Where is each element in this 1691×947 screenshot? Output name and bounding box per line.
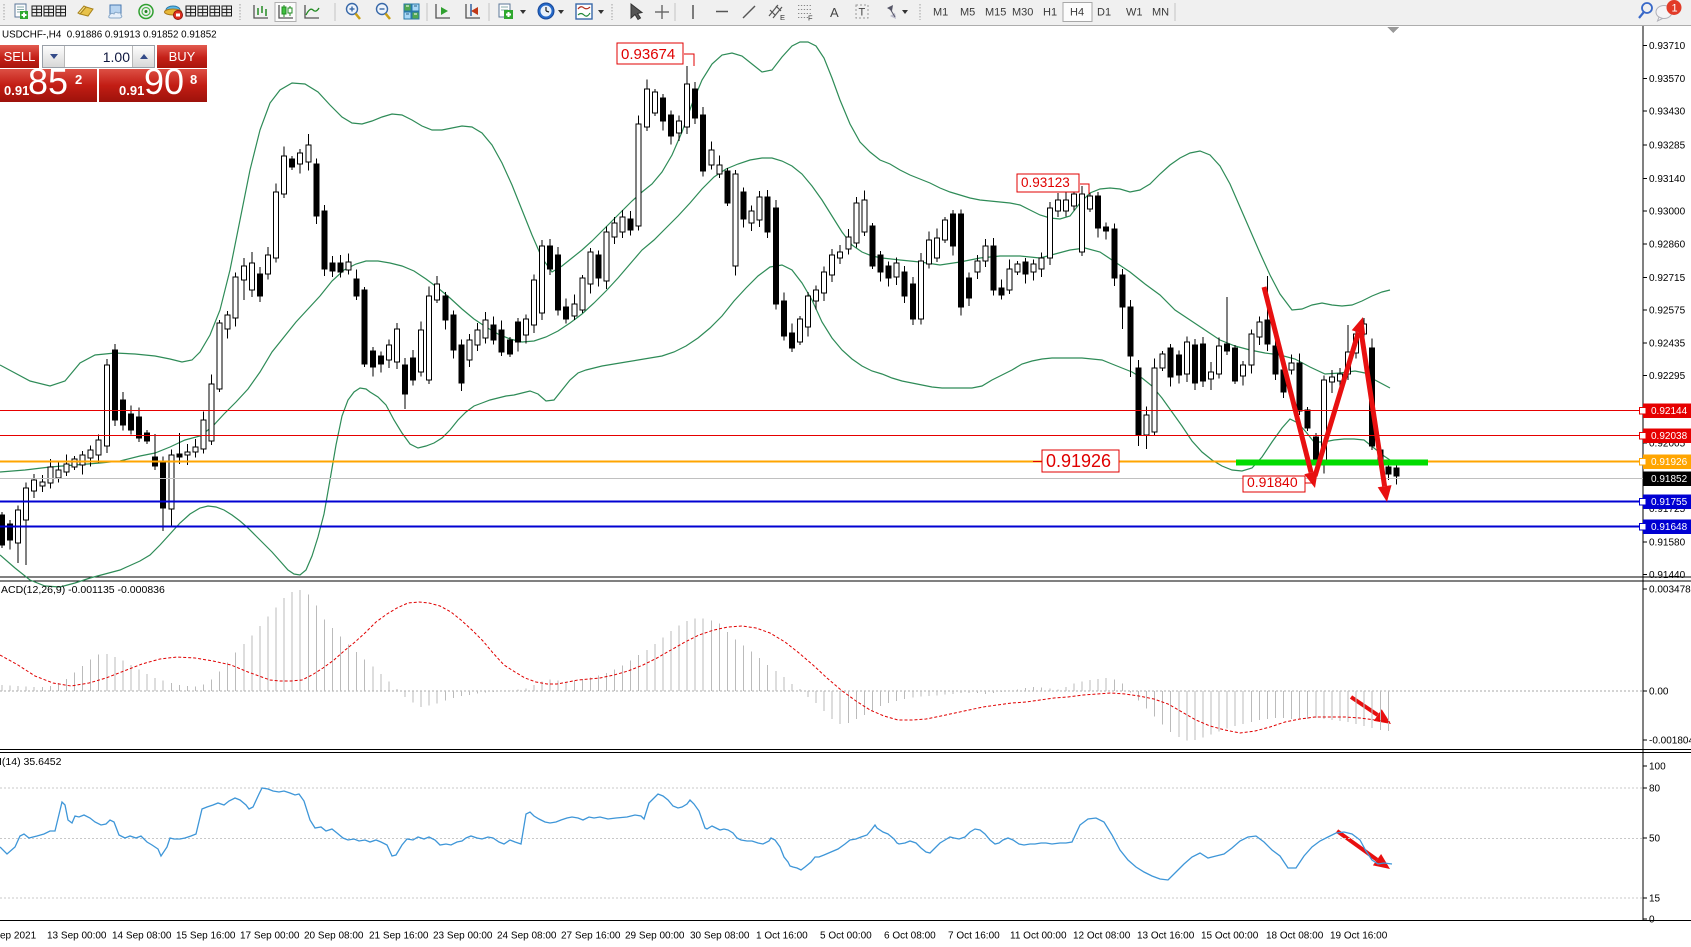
svg-text:0.91926: 0.91926 (1651, 457, 1688, 468)
svg-text:E: E (780, 13, 785, 22)
svg-text:17 Sep 00:00: 17 Sep 00:00 (240, 931, 300, 942)
svg-text:20 Sep 08:00: 20 Sep 08:00 (304, 931, 364, 942)
svg-text:M30: M30 (1012, 7, 1033, 19)
svg-text:ep 2021: ep 2021 (0, 931, 37, 942)
svg-text:13 Oct 16:00: 13 Oct 16:00 (1137, 931, 1195, 942)
svg-text:18 Oct 08:00: 18 Oct 08:00 (1266, 931, 1324, 942)
svg-text:21 Sep 16:00: 21 Sep 16:00 (369, 931, 429, 942)
svg-text:0.00: 0.00 (1649, 687, 1669, 698)
svg-text:0.91852: 0.91852 (1651, 474, 1688, 485)
svg-text:0.93123: 0.93123 (1021, 175, 1070, 190)
svg-text:11 Oct 00:00: 11 Oct 00:00 (1010, 931, 1067, 942)
svg-text:0.93570: 0.93570 (1649, 74, 1686, 85)
svg-text:0.92295: 0.92295 (1649, 371, 1686, 382)
svg-text:0.93285: 0.93285 (1649, 140, 1686, 151)
svg-text:1 Oct 16:00: 1 Oct 16:00 (756, 931, 808, 942)
svg-text:W1: W1 (1126, 7, 1143, 19)
svg-text:13 Sep 00:00: 13 Sep 00:00 (47, 931, 107, 942)
svg-text:29 Sep 00:00: 29 Sep 00:00 (625, 931, 685, 942)
svg-text:H1: H1 (1043, 7, 1057, 19)
svg-text:0.91648: 0.91648 (1651, 522, 1688, 533)
svg-text:100: 100 (1649, 762, 1666, 773)
svg-text:0.91840: 0.91840 (1247, 474, 1298, 490)
svg-text:5 Oct 00:00: 5 Oct 00:00 (820, 931, 872, 942)
svg-text:H4: H4 (1070, 7, 1084, 19)
svg-text:0.92038: 0.92038 (1651, 431, 1688, 442)
svg-text:0.93000: 0.93000 (1649, 207, 1686, 218)
svg-text:7 Oct 16:00: 7 Oct 16:00 (948, 931, 1000, 942)
svg-text:80: 80 (1649, 784, 1661, 795)
svg-text:0.92860: 0.92860 (1649, 239, 1686, 250)
svg-text:0.93674: 0.93674 (621, 46, 675, 63)
svg-text:15 Oct 00:00: 15 Oct 00:00 (1201, 931, 1259, 942)
svg-text:M5: M5 (960, 7, 975, 19)
svg-text:D1: D1 (1097, 7, 1111, 19)
svg-text:M1: M1 (933, 7, 948, 19)
svg-text:0.93430: 0.93430 (1649, 107, 1686, 118)
svg-text:0.93140: 0.93140 (1649, 174, 1686, 185)
svg-text:0.92144: 0.92144 (1651, 406, 1688, 417)
svg-text:ACD(12,26,9) -0.001135 -0.0008: ACD(12,26,9) -0.001135 -0.000836 (1, 584, 165, 596)
svg-text:0.92715: 0.92715 (1649, 273, 1686, 284)
svg-text:12 Oct 08:00: 12 Oct 08:00 (1073, 931, 1131, 942)
svg-text:23 Sep 00:00: 23 Sep 00:00 (433, 931, 493, 942)
svg-text:0.91755: 0.91755 (1651, 497, 1688, 508)
svg-text:15: 15 (1649, 894, 1661, 905)
svg-text:1: 1 (1672, 3, 1678, 15)
svg-text:0.91580: 0.91580 (1649, 538, 1686, 549)
svg-text:USDCHF-,H4 0.91886 0.91913 0.: USDCHF-,H4 0.91886 0.91913 0.91852 0.918… (2, 30, 217, 41)
svg-text:0.91440: 0.91440 (1649, 570, 1686, 581)
svg-text:6 Oct 08:00: 6 Oct 08:00 (884, 931, 936, 942)
svg-text:0.003478: 0.003478 (1649, 585, 1691, 596)
svg-text:-0.001804: -0.001804 (1649, 736, 1691, 747)
svg-text:T: T (859, 7, 866, 19)
svg-text:14 Sep 08:00: 14 Sep 08:00 (112, 931, 172, 942)
svg-text:M15: M15 (985, 7, 1006, 19)
svg-text:A: A (830, 5, 839, 20)
svg-text:15 Sep 16:00: 15 Sep 16:00 (176, 931, 236, 942)
svg-text:F: F (808, 14, 813, 23)
svg-text:24 Sep 08:00: 24 Sep 08:00 (497, 931, 557, 942)
svg-text:27 Sep 16:00: 27 Sep 16:00 (561, 931, 621, 942)
svg-text:0.93710: 0.93710 (1649, 41, 1686, 52)
svg-text:30 Sep 08:00: 30 Sep 08:00 (690, 931, 750, 942)
svg-text:0: 0 (1649, 915, 1655, 926)
svg-text:SI(14) 35.6452: SI(14) 35.6452 (0, 756, 62, 768)
svg-text:0.91926: 0.91926 (1046, 451, 1111, 471)
svg-text:50: 50 (1649, 834, 1661, 845)
svg-text:MN: MN (1152, 7, 1169, 19)
svg-text:0.91725: 0.91725 (1649, 504, 1686, 515)
svg-text:0.92575: 0.92575 (1649, 306, 1686, 317)
svg-text:0.92435: 0.92435 (1649, 338, 1686, 349)
svg-text:0.92005: 0.92005 (1649, 439, 1686, 450)
svg-text:19 Oct 16:00: 19 Oct 16:00 (1330, 931, 1388, 942)
